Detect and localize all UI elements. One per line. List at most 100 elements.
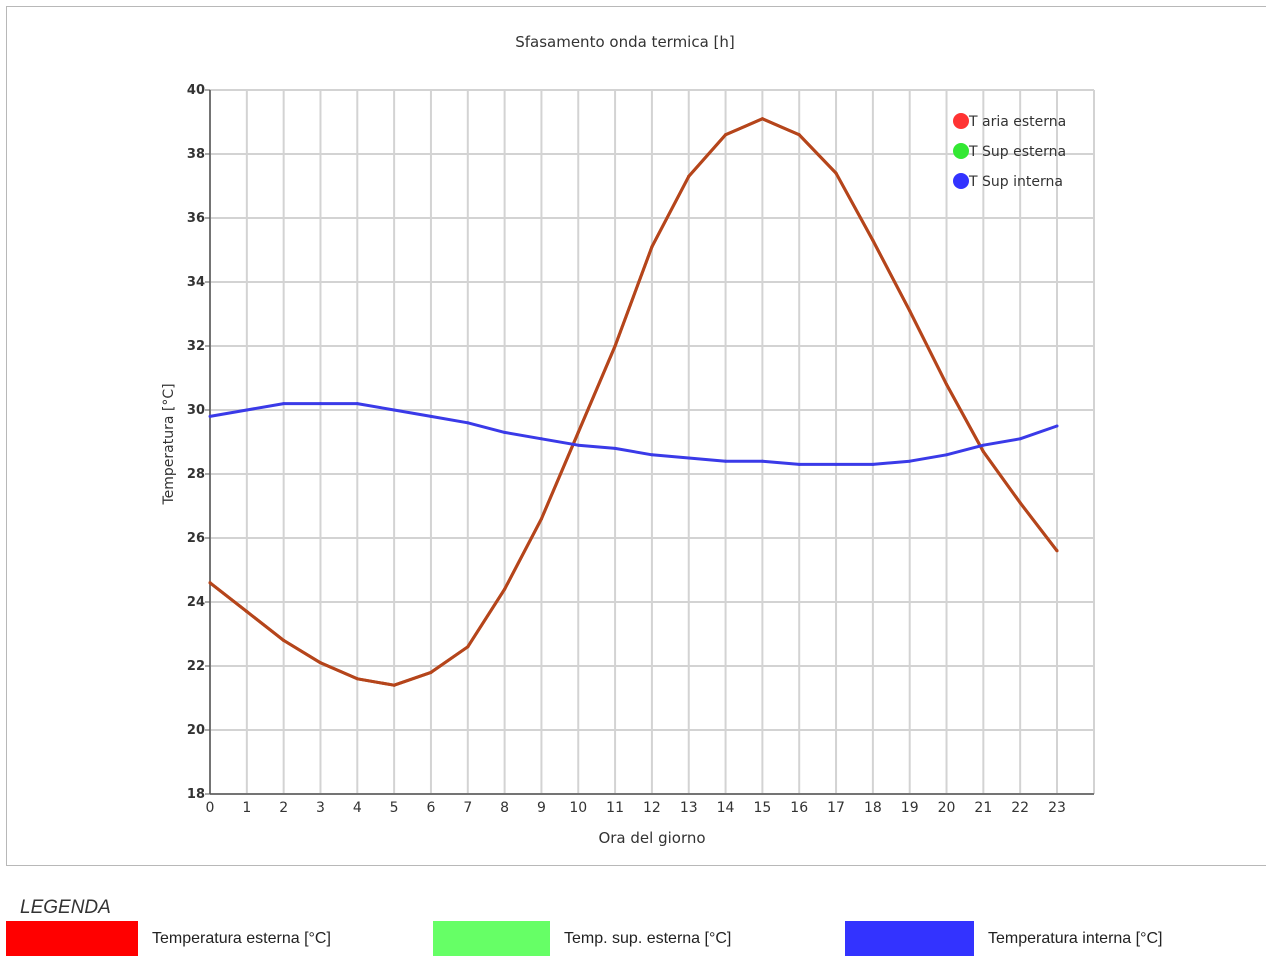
y-tick-label: 28 <box>187 467 205 482</box>
x-tick-label: 16 <box>790 800 808 816</box>
x-tick-label: 5 <box>390 800 399 816</box>
legend-marker-2 <box>953 173 969 189</box>
legend-label-internal: Temperatura interna [°C] <box>988 930 1163 947</box>
x-tick-label: 12 <box>643 800 661 816</box>
x-tick-label: 22 <box>1011 800 1029 816</box>
x-tick-label: 0 <box>206 800 215 816</box>
legend-marker-0 <box>953 113 969 129</box>
data-point <box>797 133 801 137</box>
data-point <box>392 683 396 687</box>
y-tick-label: 18 <box>187 787 205 802</box>
series-line-2 <box>209 402 1058 466</box>
series-line-0 <box>209 117 1059 687</box>
y-tick-label: 20 <box>187 723 205 738</box>
data-point <box>613 344 617 348</box>
data-point <box>208 581 212 585</box>
legend-marker-1 <box>953 143 969 159</box>
legend-label-external: Temperatura esterna [°C] <box>152 930 331 947</box>
data-point <box>871 238 875 242</box>
data-point <box>1055 424 1059 428</box>
data-point <box>245 610 249 614</box>
x-tick-label: 6 <box>426 800 435 816</box>
y-tick-label: 38 <box>187 147 205 162</box>
data-point <box>760 459 764 463</box>
data-point <box>539 517 543 521</box>
data-point <box>724 133 728 137</box>
x-tick-label: 9 <box>537 800 546 816</box>
legend-label-1: T Sup esterna <box>968 144 1066 160</box>
x-tick-label: 11 <box>606 800 624 816</box>
data-point <box>871 462 875 466</box>
data-point <box>429 414 433 418</box>
data-point <box>687 174 691 178</box>
y-tick-label: 32 <box>187 339 205 354</box>
data-point <box>282 638 286 642</box>
x-tick-label: 14 <box>717 800 735 816</box>
data-point <box>429 670 433 674</box>
legend-label-0: T aria esterna <box>968 114 1066 130</box>
x-tick-label: 3 <box>316 800 325 816</box>
data-point <box>392 408 396 412</box>
x-tick-label: 13 <box>680 800 698 816</box>
x-tick-label: 2 <box>279 800 288 816</box>
x-axis-label: Ora del giorno <box>598 829 705 847</box>
data-point <box>613 446 617 450</box>
data-point <box>355 402 359 406</box>
data-point <box>245 408 249 412</box>
data-point <box>945 382 949 386</box>
data-point <box>1018 437 1022 441</box>
legend-label-surface-external: Temp. sup. esterna [°C] <box>564 930 732 947</box>
data-point <box>466 645 470 649</box>
data-point <box>945 453 949 457</box>
x-tick-label: 23 <box>1048 800 1066 816</box>
x-tick-label: 19 <box>901 800 919 816</box>
y-tick-label: 30 <box>187 403 205 418</box>
data-point <box>908 459 912 463</box>
legend-swatch-surface-external <box>433 921 550 956</box>
data-point <box>650 453 654 457</box>
series-line-1 <box>209 117 1059 687</box>
data-point <box>908 309 912 313</box>
x-tick-label: 7 <box>463 800 472 816</box>
x-tick-label: 21 <box>974 800 992 816</box>
x-tick-label: 15 <box>753 800 771 816</box>
data-point <box>503 430 507 434</box>
x-tick-label: 10 <box>569 800 587 816</box>
data-point <box>576 430 580 434</box>
chart-title: Sfasamento onda termica [h] <box>515 33 735 51</box>
y-tick-label: 24 <box>187 595 205 610</box>
x-tick-label: 18 <box>864 800 882 816</box>
legend-label-2: T Sup interna <box>968 174 1063 190</box>
x-tick-label: 1 <box>242 800 251 816</box>
y-tick-label: 22 <box>187 659 205 674</box>
data-point <box>466 421 470 425</box>
data-point <box>834 462 838 466</box>
data-point <box>724 459 728 463</box>
data-point <box>282 402 286 406</box>
y-tick-label: 40 <box>187 83 205 98</box>
chart-frame: 18 20 22 24 26 28 30 32 34 36 38 40 0 1 2 3 4 5 6 7 8 9 10 11 12… <box>6 6 1266 866</box>
data-point <box>318 402 322 406</box>
data-point <box>1055 549 1059 553</box>
data-point <box>650 245 654 249</box>
x-tick-label: 20 <box>938 800 956 816</box>
data-point <box>760 117 764 121</box>
x-tick-label: 17 <box>827 800 845 816</box>
y-tick-label: 34 <box>187 275 205 290</box>
data-point <box>1018 501 1022 505</box>
legend-swatch-internal <box>845 921 974 956</box>
data-point <box>503 587 507 591</box>
x-tick-label: 8 <box>500 800 509 816</box>
data-point <box>576 443 580 447</box>
data-point <box>687 456 691 460</box>
data-point <box>797 462 801 466</box>
data-point <box>834 171 838 175</box>
y-axis-label: Temperatura [°C] <box>161 383 177 505</box>
data-point <box>539 437 543 441</box>
y-tick-label: 36 <box>187 211 205 226</box>
data-point <box>355 677 359 681</box>
data-point <box>981 443 985 447</box>
x-tick-label: 4 <box>353 800 362 816</box>
y-tick-label: 26 <box>187 531 205 546</box>
